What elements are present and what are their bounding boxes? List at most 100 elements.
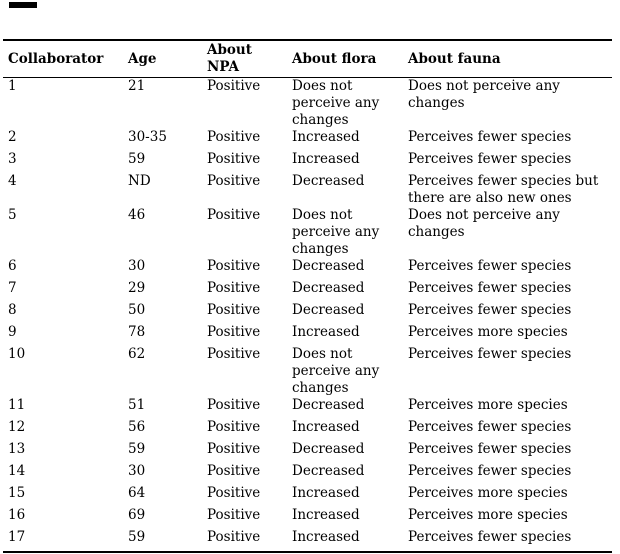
cell-collaborator: 12	[8, 419, 26, 435]
table-row: 6 30 Positive Decreased Perceives fewer spec…	[3, 258, 612, 280]
cell-fauna: Perceives fewer species but there are al…	[408, 173, 599, 206]
cell-collaborator: 6	[8, 258, 17, 274]
cell-fauna: Perceives more species	[408, 397, 568, 413]
column-header-about-npa: About NPA	[202, 40, 287, 78]
column-header-about-flora: About flora	[287, 40, 403, 78]
cell-flora: Increased	[292, 129, 360, 145]
cell-flora: Decreased	[292, 280, 365, 296]
cell-fauna: Does not perceive any changes	[408, 78, 560, 111]
cell-npa: Positive	[207, 507, 261, 523]
cell-collaborator: 4	[8, 173, 17, 189]
scan-artifact-mark	[9, 2, 37, 8]
table-row: 4 ND Positive Decreased Perceives fewer spec…	[3, 173, 612, 207]
cell-collaborator: 10	[8, 346, 26, 362]
cell-flora: Decreased	[292, 302, 365, 318]
cell-collaborator: 3	[8, 151, 17, 167]
cell-flora: Increased	[292, 419, 360, 435]
cell-npa: Positive	[207, 207, 261, 223]
column-header-about-fauna: About fauna	[403, 40, 612, 78]
cell-age: 56	[128, 419, 146, 435]
cell-age: 78	[128, 324, 146, 340]
cell-fauna: Perceives more species	[408, 507, 568, 523]
cell-fauna: Perceives fewer species	[408, 280, 572, 296]
cell-age: 50	[128, 302, 146, 318]
cell-age: 69	[128, 507, 146, 523]
cell-collaborator: 13	[8, 441, 26, 457]
cell-age: 30	[128, 463, 146, 479]
cell-fauna: Perceives fewer species	[408, 346, 572, 362]
table-row: 16 69 Positive Increased Perceives more spec…	[3, 507, 612, 529]
cell-collaborator: 2	[8, 129, 17, 145]
cell-fauna: Does not perceive any changes	[408, 207, 560, 240]
cell-fauna: Perceives fewer species	[408, 302, 572, 318]
cell-flora: Decreased	[292, 441, 365, 457]
cell-age: 46	[128, 207, 146, 223]
table-row: 3 59 Positive Increased Perceives fewer spec…	[3, 151, 612, 173]
table-row: 9 78 Positive Increased Perceives more speci…	[3, 324, 612, 346]
cell-age: 59	[128, 529, 146, 545]
table-row: 14 30 Positive Decreased Perceives fewer spe…	[3, 463, 612, 485]
cell-fauna: Perceives fewer species	[408, 129, 572, 145]
table-row: 10 62 Positive Does not perceive any change…	[3, 346, 612, 397]
cell-npa: Positive	[207, 258, 261, 274]
cell-fauna: Perceives more species	[408, 324, 568, 340]
cell-age: 64	[128, 485, 146, 501]
cell-npa: Positive	[207, 441, 261, 457]
cell-npa: Positive	[207, 397, 261, 413]
cell-fauna: Perceives fewer species	[408, 441, 572, 457]
table-row: 13 59 Positive Decreased Perceives fewer spe…	[3, 441, 612, 463]
cell-age: 30-35	[128, 129, 167, 145]
cell-age: 21	[128, 78, 146, 94]
cell-npa: Positive	[207, 419, 261, 435]
cell-collaborator: 5	[8, 207, 17, 223]
cell-collaborator: 1	[8, 78, 17, 94]
cell-npa: Positive	[207, 129, 261, 145]
cell-age: 29	[128, 280, 146, 296]
column-header-collaborator: Collaborator	[3, 40, 123, 78]
table-row: 15 64 Positive Increased Perceives more spec…	[3, 485, 612, 507]
cell-npa: Positive	[207, 78, 261, 94]
collaborators-table: Collaborator Age About NPA About flora A…	[3, 39, 612, 553]
cell-collaborator: 17	[8, 529, 26, 545]
cell-fauna: Perceives fewer species	[408, 151, 572, 167]
cell-age: 59	[128, 151, 146, 167]
table-row: 5 46 Positive Does not perceive any changes…	[3, 207, 612, 258]
header-row: Collaborator Age About NPA About flora A…	[3, 40, 612, 78]
cell-collaborator: 7	[8, 280, 17, 296]
cell-fauna: Perceives fewer species	[408, 529, 572, 545]
cell-flora: Does not perceive any changes	[292, 207, 380, 257]
cell-npa: Positive	[207, 346, 261, 362]
cell-npa: Positive	[207, 173, 261, 189]
cell-flora: Decreased	[292, 173, 365, 189]
cell-collaborator: 11	[8, 397, 26, 413]
table-row: 7 29 Positive Decreased Perceives fewer spec…	[3, 280, 612, 302]
column-header-age: Age	[123, 40, 202, 78]
cell-flora: Increased	[292, 485, 360, 501]
cell-flora: Increased	[292, 507, 360, 523]
cell-age: 62	[128, 346, 146, 362]
cell-age: 59	[128, 441, 146, 457]
table-row: 11 51 Positive Decreased Perceives more spec…	[3, 397, 612, 419]
cell-collaborator: 15	[8, 485, 26, 501]
cell-age: ND	[128, 173, 151, 189]
cell-flora: Increased	[292, 529, 360, 545]
cell-flora: Increased	[292, 151, 360, 167]
cell-age: 30	[128, 258, 146, 274]
cell-flora: Decreased	[292, 258, 365, 274]
cell-fauna: Perceives fewer species	[408, 419, 572, 435]
cell-npa: Positive	[207, 151, 261, 167]
cell-flora: Does not perceive any changes	[292, 346, 380, 396]
table-row: 8 50 Positive Decreased Perceives fewer spec…	[3, 302, 612, 324]
table-row: 2 30-35 Positive Increased Perceives fewer s…	[3, 129, 612, 151]
cell-npa: Positive	[207, 324, 261, 340]
cell-fauna: Perceives more species	[408, 485, 568, 501]
cell-npa: Positive	[207, 529, 261, 545]
cell-collaborator: 14	[8, 463, 26, 479]
table-row: 12 56 Positive Increased Perceives fewer spe…	[3, 419, 612, 441]
cell-npa: Positive	[207, 280, 261, 296]
cell-npa: Positive	[207, 302, 261, 318]
cell-age: 51	[128, 397, 146, 413]
cell-flora: Decreased	[292, 463, 365, 479]
cell-flora: Does not perceive any changes	[292, 78, 380, 128]
